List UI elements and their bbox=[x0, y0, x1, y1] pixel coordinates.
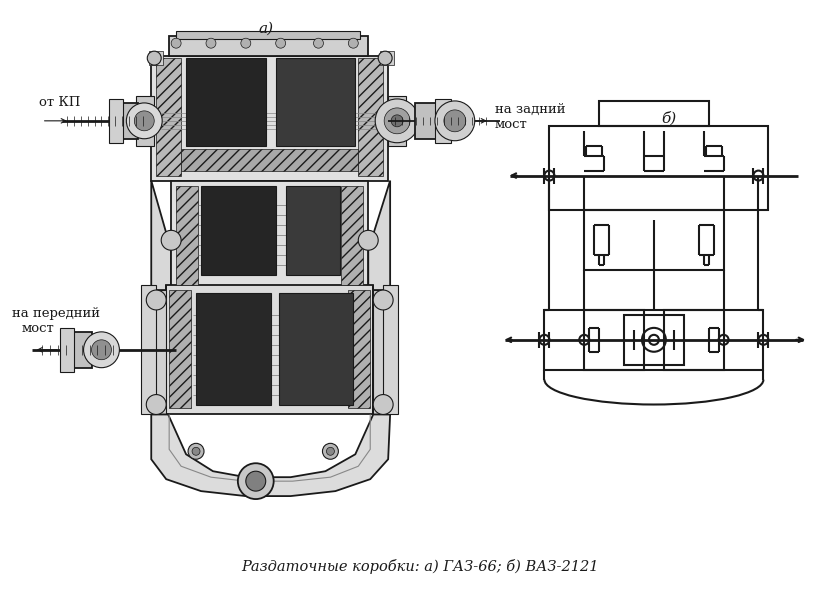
Bar bbox=[151, 56, 388, 181]
Bar bbox=[286, 185, 340, 275]
Text: мост: мост bbox=[22, 322, 55, 335]
Bar bbox=[388, 96, 406, 146]
Bar bbox=[585, 211, 723, 270]
Text: на передний: на передний bbox=[12, 307, 100, 320]
Bar bbox=[341, 185, 363, 285]
Circle shape bbox=[359, 230, 378, 250]
Text: мост: мост bbox=[495, 118, 528, 131]
Polygon shape bbox=[373, 290, 390, 415]
Text: от КП: от КП bbox=[39, 96, 80, 109]
Bar bbox=[585, 310, 644, 370]
Bar bbox=[664, 310, 723, 370]
Bar bbox=[166, 285, 373, 415]
Circle shape bbox=[327, 448, 334, 455]
Polygon shape bbox=[151, 181, 171, 290]
Bar bbox=[171, 181, 368, 290]
Circle shape bbox=[444, 110, 466, 132]
Bar bbox=[549, 126, 769, 211]
Circle shape bbox=[375, 99, 419, 143]
Polygon shape bbox=[151, 290, 166, 415]
Circle shape bbox=[246, 471, 265, 491]
Bar bbox=[383, 285, 398, 415]
Circle shape bbox=[435, 101, 475, 141]
Circle shape bbox=[391, 115, 403, 127]
Bar bbox=[196, 293, 270, 404]
Bar bbox=[624, 315, 684, 365]
Bar bbox=[109, 99, 123, 143]
Circle shape bbox=[378, 51, 392, 65]
Bar bbox=[171, 88, 345, 106]
Circle shape bbox=[384, 108, 410, 134]
Bar bbox=[599, 101, 709, 126]
Bar bbox=[169, 36, 368, 56]
Circle shape bbox=[134, 111, 155, 131]
Bar bbox=[181, 149, 359, 170]
Bar bbox=[169, 290, 191, 407]
Circle shape bbox=[146, 290, 166, 310]
Bar bbox=[150, 51, 163, 65]
Bar bbox=[435, 99, 451, 143]
Bar bbox=[544, 310, 764, 370]
Circle shape bbox=[92, 340, 112, 360]
Bar bbox=[176, 185, 198, 285]
Circle shape bbox=[83, 332, 119, 368]
Circle shape bbox=[206, 38, 216, 48]
Circle shape bbox=[147, 51, 161, 65]
Circle shape bbox=[126, 103, 162, 139]
Bar bbox=[415, 103, 437, 139]
Polygon shape bbox=[368, 181, 390, 290]
Circle shape bbox=[241, 38, 251, 48]
Bar bbox=[70, 332, 92, 368]
Bar bbox=[381, 51, 394, 65]
Bar bbox=[276, 58, 355, 146]
Text: б): б) bbox=[661, 111, 676, 125]
Bar bbox=[60, 328, 74, 371]
Bar bbox=[186, 58, 265, 146]
Bar bbox=[279, 293, 354, 404]
Bar bbox=[156, 58, 181, 176]
Circle shape bbox=[171, 38, 181, 48]
Bar bbox=[176, 31, 360, 39]
Bar bbox=[359, 58, 383, 176]
Circle shape bbox=[373, 290, 393, 310]
Text: Раздаточные коробки: а) ГАЗ-66; б) ВАЗ-2121: Раздаточные коробки: а) ГАЗ-66; б) ВАЗ-2… bbox=[241, 559, 599, 574]
Circle shape bbox=[146, 395, 166, 415]
Circle shape bbox=[238, 463, 274, 499]
Bar bbox=[181, 101, 335, 111]
Bar bbox=[201, 185, 276, 275]
Bar bbox=[141, 285, 156, 415]
Bar bbox=[349, 290, 370, 407]
Polygon shape bbox=[151, 415, 390, 496]
Text: на задний: на задний bbox=[495, 103, 565, 116]
Circle shape bbox=[188, 443, 204, 459]
Circle shape bbox=[161, 230, 181, 250]
Circle shape bbox=[192, 448, 200, 455]
Bar bbox=[117, 103, 139, 139]
Circle shape bbox=[373, 395, 393, 415]
Bar bbox=[136, 96, 155, 146]
Circle shape bbox=[313, 38, 323, 48]
Circle shape bbox=[276, 38, 286, 48]
Circle shape bbox=[323, 443, 339, 459]
Circle shape bbox=[349, 38, 359, 48]
Text: а): а) bbox=[258, 21, 273, 35]
